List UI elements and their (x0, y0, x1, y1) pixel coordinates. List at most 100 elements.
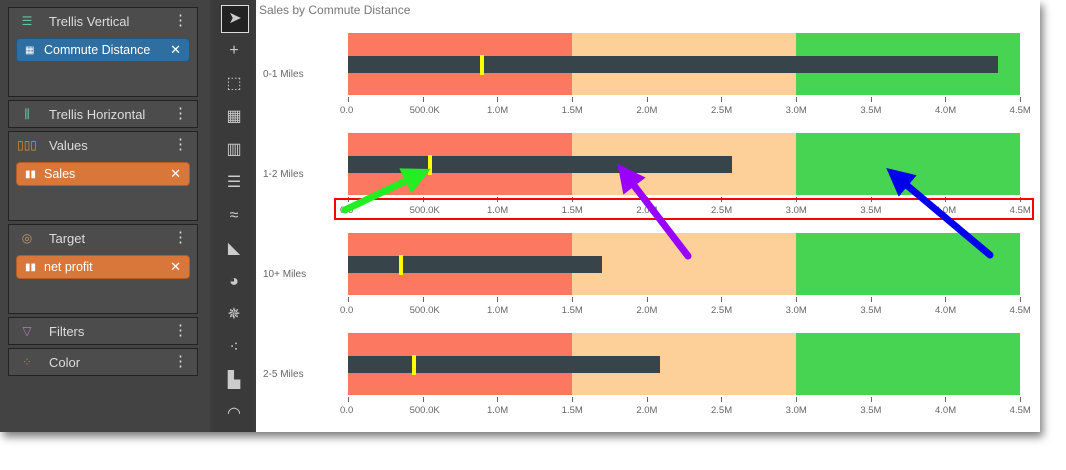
field-pill-net-profit[interactable]: ▮▮ net profit ✕ (16, 255, 190, 279)
axis-tick (945, 397, 947, 402)
tick-label: 4.5M (1009, 305, 1031, 316)
column-chart-icon[interactable]: ▥ (226, 141, 242, 158)
field-pill-commute-distance[interactable]: ▦ Commute Distance ✕ (16, 38, 190, 62)
target-icon: ◎ (21, 231, 33, 245)
axis-tick (422, 397, 424, 402)
value-bar[interactable] (348, 256, 602, 273)
tick-label: 1.0M (486, 305, 509, 316)
more-menu-icon[interactable]: ⋮ (173, 322, 188, 339)
line-chart-icon[interactable]: ≈ (229, 207, 239, 224)
tick-label: 4.0M (934, 205, 957, 216)
tick-label: 2.5M (710, 205, 733, 216)
tick-label: 500.0K (409, 405, 440, 416)
tick-label: 500.0K (409, 205, 440, 216)
color-panel[interactable]: ⁘ Color ⋮ (8, 348, 198, 376)
axis-tick (1020, 297, 1021, 302)
blue-arrow (886, 168, 994, 259)
lasso-select-icon[interactable]: ⬚ (226, 75, 242, 92)
axis-tick (796, 297, 797, 302)
filters-panel[interactable]: ▽ Filters ⋮ (8, 317, 198, 345)
more-menu-icon[interactable]: ⋮ (173, 136, 188, 153)
value-bar[interactable] (348, 356, 661, 373)
tick-label: 2.5M (710, 105, 733, 116)
axis-tick (646, 297, 648, 302)
area-chart-icon[interactable]: ◣ (227, 240, 241, 257)
values-icon: ▯▯▯ (17, 138, 37, 152)
axis-tick (945, 297, 947, 302)
app-window: ☰ Trellis Vertical ⋮ ▦ Commute Distance ✕ ⫼ T… (0, 0, 1040, 432)
axis-tick (870, 397, 872, 402)
bar-chart-icon[interactable]: ☰ (226, 174, 242, 191)
more-menu-icon[interactable]: ⋮ (173, 229, 188, 246)
close-icon[interactable]: ✕ (170, 166, 181, 181)
pie-chart-icon[interactable]: ◕ (229, 273, 239, 290)
target-marker[interactable] (480, 55, 485, 75)
tick-label: 1.5M (561, 205, 583, 216)
close-icon[interactable]: ✕ (170, 259, 181, 274)
axis-tick (422, 297, 424, 302)
axis-tick (721, 297, 723, 302)
radar-chart-icon[interactable]: ✵ (227, 306, 241, 323)
value-bar[interactable] (348, 56, 998, 73)
tick-label: 3.5M (860, 105, 882, 116)
pill-label: Sales (44, 167, 76, 181)
tick-label: 2.0M (636, 105, 658, 116)
axis-tick (796, 397, 797, 402)
treemap-icon[interactable]: ▙ (227, 372, 241, 389)
tick-label: 1.5M (561, 105, 583, 116)
bullet-chart: Sales by Commute Distance 0-1 Miles 0.0 50… (256, 0, 1040, 432)
axis-tick (572, 297, 573, 302)
tick-label: 2.0M (636, 405, 658, 416)
tick-label: 2.0M (636, 305, 658, 316)
scatter-chart-icon[interactable]: ⁖ (229, 339, 239, 356)
axis-tick (646, 97, 648, 102)
panel-label: Filters (49, 323, 85, 339)
tick-label: 3.5M (860, 305, 882, 316)
trellis-vertical-panel: ☰ Trellis Vertical ⋮ ▦ Commute Distance ✕ (8, 7, 198, 97)
gauge-icon[interactable]: ◠ (227, 405, 241, 422)
field-pill-sales[interactable]: ▮▮ Sales ✕ (16, 162, 190, 186)
measure-icon: ▮▮ (25, 168, 37, 180)
close-icon[interactable]: ✕ (170, 42, 181, 57)
field-panels: ☰ Trellis Vertical ⋮ ▦ Commute Distance ✕ ⫼ T… (0, 0, 210, 432)
axis-tick (422, 97, 424, 102)
row-label: 0-1 Miles (263, 69, 304, 80)
add-cursor-icon[interactable]: + (229, 42, 239, 59)
more-menu-icon[interactable]: ⋮ (173, 105, 188, 122)
panel-label: Target (49, 230, 86, 246)
chart-title: Sales by Commute Distance (259, 3, 411, 17)
axis-tick (348, 397, 349, 402)
grid-icon[interactable]: ▦ (226, 108, 242, 125)
axis-tick (870, 297, 872, 302)
more-menu-icon[interactable]: ⋮ (173, 353, 188, 370)
axis-tick (646, 397, 648, 402)
color-icon: ⁘ (21, 355, 33, 369)
axis-tick (721, 397, 723, 402)
tick-label: 3.5M (860, 405, 882, 416)
green-arrow (341, 168, 431, 214)
tick-label: 3.0M (785, 305, 807, 316)
axis-tick (497, 97, 499, 102)
tick-label: 1.5M (561, 405, 583, 416)
tick-label: 1.0M (486, 105, 509, 116)
purple-arrow (617, 163, 692, 260)
trellis-horizontal-panel: ⫼ Trellis Horizontal ⋮ (8, 100, 198, 128)
values-panel: ▯▯▯ Values ⋮ ▮▮ Sales ✕ (8, 131, 198, 221)
tick-label: 1.5M (561, 305, 583, 316)
tick-label: 2.0M (636, 205, 658, 216)
tick-label: 500.0K (409, 305, 440, 316)
select-arrow-icon[interactable]: ➤ (221, 5, 249, 33)
tick-label: 4.5M (1009, 205, 1031, 216)
trellis-vertical-icon: ☰ (21, 14, 33, 28)
target-marker[interactable] (399, 255, 403, 275)
target-marker[interactable] (428, 155, 433, 175)
target-marker[interactable] (411, 355, 416, 375)
axis-tick (870, 97, 872, 102)
measure-icon: ▮▮ (25, 261, 37, 273)
pill-label: Commute Distance (44, 43, 151, 57)
row-label: 1-2 Miles (263, 169, 304, 180)
tick-label: 0.0 (340, 405, 354, 416)
axis-tick (497, 297, 499, 302)
more-menu-icon[interactable]: ⋮ (173, 12, 188, 29)
